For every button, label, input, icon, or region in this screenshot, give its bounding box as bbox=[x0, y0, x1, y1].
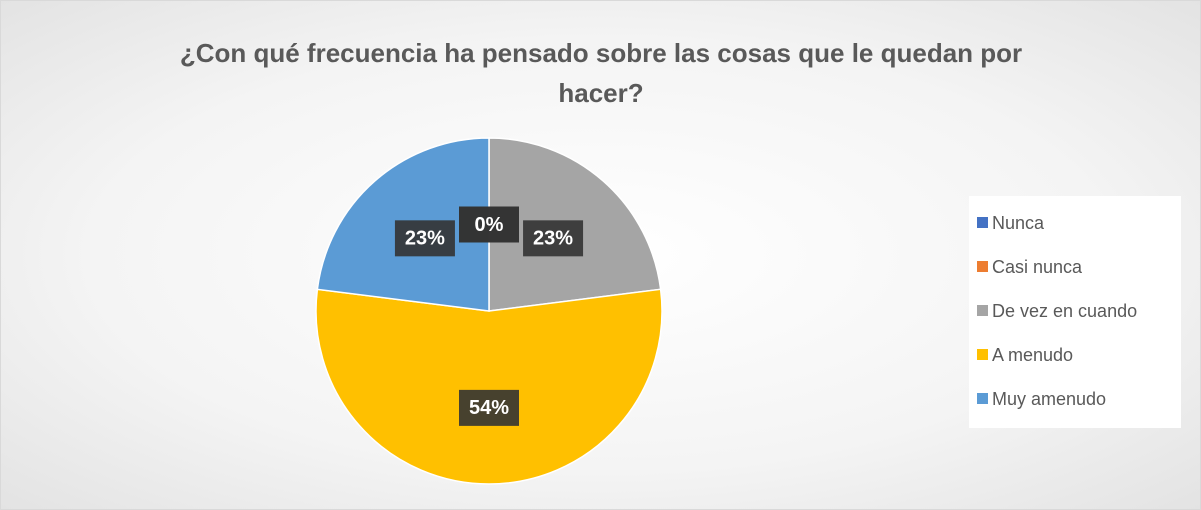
data-label: 0% bbox=[475, 214, 504, 236]
legend-label: A menudo bbox=[992, 345, 1073, 365]
legend-swatch bbox=[977, 217, 988, 228]
legend-label: De vez en cuando bbox=[992, 301, 1137, 321]
data-label: 23% bbox=[405, 228, 445, 250]
data-label: 23% bbox=[533, 228, 573, 250]
legend-swatch bbox=[977, 393, 988, 404]
legend-label: Casi nunca bbox=[992, 257, 1083, 277]
legend-swatch bbox=[977, 261, 988, 272]
pie-slice bbox=[315, 288, 663, 485]
legend-swatch bbox=[977, 349, 988, 360]
chart-title: ¿Con qué frecuencia ha pensado sobre las… bbox=[179, 38, 1023, 108]
legend-box bbox=[969, 196, 1181, 428]
legend-swatch bbox=[977, 305, 988, 316]
data-label-box bbox=[459, 389, 519, 426]
legend-label: Muy amenudo bbox=[992, 389, 1106, 409]
data-label-box bbox=[394, 220, 455, 257]
legend-label: Nunca bbox=[992, 213, 1045, 233]
data-label-box bbox=[523, 220, 584, 257]
data-label: 54% bbox=[469, 397, 509, 419]
data-label-box bbox=[459, 206, 519, 243]
